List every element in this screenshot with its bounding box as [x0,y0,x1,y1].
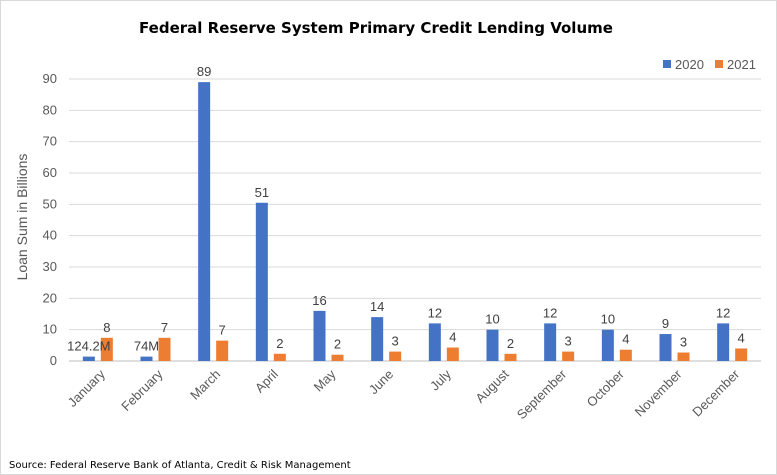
y-tick-label: 70 [43,134,57,149]
bar-2021-april [273,353,286,361]
data-label: 10 [601,312,615,327]
y-axis-ticks: 0 10 20 30 40 50 60 70 80 90 [43,71,57,368]
x-tick-label: November [632,366,685,419]
data-label: 4 [449,330,456,345]
data-label: 89 [197,64,211,79]
data-label: 74M [134,339,159,354]
data-label: 124.2M [67,339,110,354]
data-label: 4 [622,332,629,347]
legend-label-2021: 2021 [727,57,756,72]
bar-2021-july [446,347,459,361]
bar-2020-november [659,334,672,361]
bar-2021-june [389,351,402,361]
data-label: 7 [161,320,168,335]
bar-2020-october [601,329,614,361]
data-label: 2 [334,337,341,352]
y-tick-label: 20 [43,290,57,305]
data-label: 2 [507,336,514,351]
x-tick-label: March [187,367,223,403]
bar-2021-may [331,354,344,361]
bar-2020-february [140,356,153,361]
bar-2020-june [371,317,384,361]
data-label: 9 [662,316,669,331]
x-tick-label: June [366,367,397,398]
x-tick-label: September [514,366,570,422]
y-tick-label: 0 [50,353,57,368]
x-axis-ticks: January February March April May June July Augu… [65,366,743,422]
legend-swatch-2020 [663,60,671,68]
x-tick-label: August [472,366,511,405]
chart-title: Federal Reserve System Primary Credit Le… [139,19,613,37]
bar-2020-march [198,82,211,361]
x-tick-label: April [252,366,281,395]
bar-2020-september [544,323,557,361]
x-tick-label: October [584,366,628,410]
data-label: 3 [680,335,687,350]
bar-2020-december [717,323,730,361]
legend-swatch-2021 [715,60,723,68]
data-label: 3 [392,334,399,349]
y-tick-label: 80 [43,102,57,117]
source-note: Source: Federal Reserve Bank of Atlanta,… [9,460,351,471]
y-tick-label: 60 [43,165,57,180]
legend: 2020 2021 [663,57,756,72]
data-label: 12 [716,305,730,320]
y-axis-label: Loan Sum in Billions [14,154,30,281]
bar-2021-september [562,351,575,361]
data-label: 10 [485,312,499,327]
y-tick-label: 90 [43,71,57,86]
x-tick-label: January [65,366,109,410]
y-tick-label: 30 [43,259,57,274]
bar-2020-january [82,356,95,361]
data-label: 16 [312,293,326,308]
gridlines [69,78,761,362]
y-tick-label: 40 [43,228,57,243]
data-label: 8 [103,320,110,335]
x-tick-label: July [427,366,454,393]
bar-2021-february [158,337,171,361]
bar-2021-march [216,340,229,361]
bar-2020-august [486,329,499,361]
y-tick-label: 10 [43,322,57,337]
data-label: 12 [428,305,442,320]
x-tick-label: May [311,366,339,394]
x-tick-label: February [118,366,166,414]
bars [82,82,748,361]
bar-2021-august [504,353,517,361]
data-label: 2 [276,336,283,351]
data-label: 4 [738,330,745,345]
bar-2020-may [313,310,326,361]
data-label: 7 [219,323,226,338]
bar-2021-october [619,349,632,361]
legend-label-2020: 2020 [675,57,704,72]
y-tick-label: 50 [43,196,57,211]
data-label: 51 [255,185,269,200]
bar-2020-july [428,323,441,361]
bar-2021-november [677,352,690,361]
data-label: 14 [370,299,384,314]
bar-2020-april [255,202,268,361]
x-tick-label: December [689,366,742,419]
bar-2021-december [735,348,748,361]
data-label: 12 [543,305,557,320]
data-label: 3 [565,334,572,349]
bar-2021-january [100,337,113,361]
